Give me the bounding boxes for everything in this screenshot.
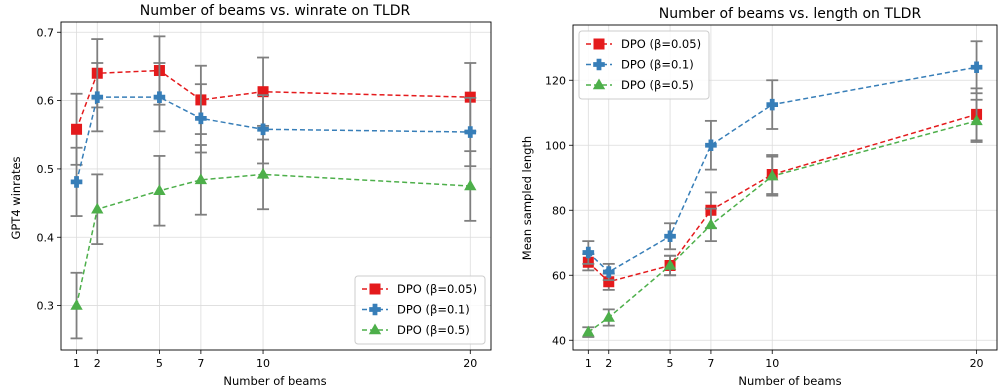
data-point <box>602 311 615 322</box>
y-tick-label: 0.6 <box>37 95 55 108</box>
legend-label: DPO (β=0.5) <box>397 323 470 337</box>
series-line <box>587 66 977 273</box>
legend-item: DPO (β=0.1) <box>362 303 470 317</box>
x-tick-label: 20 <box>970 357 984 370</box>
legend-marker <box>593 58 605 71</box>
legend-label: DPO (β=0.05) <box>397 282 477 296</box>
data-point <box>71 123 83 135</box>
chart-title: Number of beams vs. length on TLDR <box>659 6 922 22</box>
legend-item: DPO (β=0.05) <box>586 37 701 51</box>
series-line <box>587 120 977 333</box>
series-dpo-0-1 <box>582 40 983 282</box>
data-point <box>603 276 615 288</box>
length-chart: Number of beams vs. length on TLDR Numbe… <box>520 6 998 388</box>
series-line <box>75 173 471 306</box>
legend-marker <box>369 283 381 295</box>
legend-label: DPO (β=0.1) <box>397 303 470 317</box>
legend: DPO (β=0.05) DPO (β=0.1) DPO (β=0.5) <box>354 275 486 345</box>
series-dpo-0-1 <box>70 62 477 217</box>
x-axis-label: Number of beams <box>223 374 326 388</box>
series-dpo-0-5 <box>582 98 983 338</box>
data-point <box>582 325 595 337</box>
legend-item: DPO (β=0.5) <box>362 323 470 337</box>
y-tick-label: 40 <box>552 334 566 347</box>
data-point <box>70 176 83 188</box>
data-point <box>664 230 676 243</box>
x-tick-label: 7 <box>197 357 204 370</box>
data-point <box>970 61 983 74</box>
legend-label: DPO (β=0.5) <box>621 78 694 92</box>
y-axis-label: GPT4 winrates <box>9 156 23 239</box>
legend-marker <box>369 303 381 316</box>
x-tick-label: 1 <box>73 357 80 370</box>
y-tick-label: 100 <box>545 139 566 152</box>
legend: DPO (β=0.05) DPO (β=0.1) DPO (β=0.5) <box>578 30 710 100</box>
data-point <box>195 112 207 125</box>
data-point <box>464 126 477 138</box>
chart-title: Number of beams vs. winrate on TLDR <box>140 3 411 19</box>
x-tick-label: 10 <box>256 357 270 370</box>
legend-item: DPO (β=0.1) <box>586 58 694 72</box>
x-tick-label: 7 <box>707 357 714 370</box>
x-tick-label: 10 <box>765 357 779 370</box>
x-tick-label: 1 <box>585 357 592 370</box>
y-tick-label: 0.4 <box>37 231 55 244</box>
x-tick-label: 2 <box>94 357 101 370</box>
x-axis-label: Number of beams <box>738 374 841 388</box>
legend-marker <box>368 323 382 335</box>
data-point <box>663 259 677 270</box>
data-point <box>257 123 269 136</box>
series-line <box>75 69 471 130</box>
y-tick-label: 0.3 <box>37 300 55 313</box>
legend-item: DPO (β=0.5) <box>586 78 694 92</box>
data-point <box>257 86 269 98</box>
legend-label: DPO (β=0.05) <box>621 37 701 51</box>
y-tick-label: 80 <box>552 204 566 217</box>
data-point <box>194 173 208 185</box>
y-tick-label: 120 <box>545 74 566 87</box>
x-tick-label: 5 <box>156 357 163 370</box>
data-point <box>91 202 104 214</box>
legend-box <box>354 275 486 345</box>
legend-box <box>578 30 710 100</box>
series-dpo-0-05 <box>582 87 983 291</box>
y-tick-label: 0.7 <box>37 26 55 39</box>
series-line <box>587 113 977 283</box>
data-point <box>705 139 717 152</box>
legend-marker <box>592 78 606 90</box>
data-point <box>704 218 718 230</box>
legend-item: DPO (β=0.05) <box>362 282 477 296</box>
y-axis-label: Mean sampled length <box>520 136 534 260</box>
data-point <box>602 266 615 278</box>
data-point <box>91 91 104 103</box>
data-point <box>766 169 779 181</box>
plot-frame <box>60 21 492 351</box>
y-tick-label: 0.5 <box>37 163 55 176</box>
series-line <box>75 96 471 183</box>
x-tick-label: 5 <box>667 357 674 370</box>
legend-marker <box>593 38 605 50</box>
data-point <box>970 114 983 126</box>
winrate-chart: Number of beams vs. winrate on TLDR Numb… <box>9 3 492 388</box>
x-tick-label: 2 <box>605 357 612 370</box>
data-point <box>256 167 270 179</box>
data-point <box>153 184 166 196</box>
series-dpo-0-5 <box>70 138 477 340</box>
plot-frame <box>572 24 998 351</box>
data-point <box>766 98 779 111</box>
y-tick-label: 60 <box>552 269 566 282</box>
legend-label: DPO (β=0.1) <box>621 58 694 72</box>
data-point <box>153 91 166 103</box>
data-point <box>582 246 595 259</box>
data-point <box>464 179 477 191</box>
x-tick-label: 20 <box>463 357 477 370</box>
data-point <box>70 299 83 310</box>
